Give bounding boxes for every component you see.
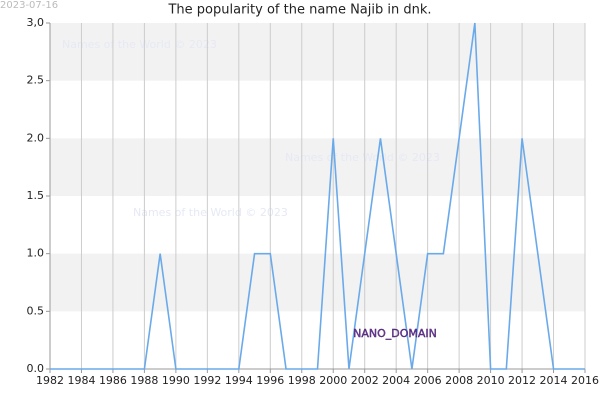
y-tick-label: 2.0 — [27, 131, 45, 144]
date-stamp: 2023-07-16 — [0, 0, 58, 11]
x-tick-label: 1986 — [99, 374, 127, 387]
x-tick-label: 2000 — [319, 374, 347, 387]
band — [50, 253, 585, 312]
plot-background — [50, 23, 585, 312]
watermark: Names of the World © 2023 — [285, 151, 440, 164]
x-tick-label: 2012 — [508, 374, 536, 387]
chart-title: The popularity of the name Najib in dnk. — [167, 3, 431, 18]
x-tick-label: 2006 — [414, 374, 442, 387]
x-tick-label: 1994 — [225, 374, 253, 387]
y-tick-label: 0.5 — [27, 304, 45, 317]
x-tick-label: 2004 — [382, 374, 410, 387]
x-tick-label: 1988 — [130, 374, 158, 387]
x-tick-label: 1998 — [288, 374, 316, 387]
x-tick-label: 1982 — [36, 374, 64, 387]
badge: NANO_DOMAIN — [353, 327, 437, 340]
y-tick-label: 2.5 — [27, 74, 45, 87]
x-tick-label: 2016 — [571, 374, 599, 387]
x-tick-label: 1992 — [193, 374, 221, 387]
band — [50, 23, 585, 81]
x-tick-label: 1990 — [162, 374, 190, 387]
x-tick-label: 1984 — [67, 374, 95, 387]
x-tick-label: 2002 — [351, 374, 379, 387]
x-tick-label: 1996 — [256, 374, 284, 387]
x-tick-label: 2014 — [540, 374, 568, 387]
y-tick-label: 1.0 — [27, 247, 45, 260]
y-tick-label: 1.5 — [27, 189, 45, 202]
y-tick-label: 0.0 — [27, 362, 45, 375]
y-tick-label: 3,0 — [27, 16, 45, 29]
x-tick-label: 2010 — [477, 374, 505, 387]
watermark: Names of the World © 2023 — [62, 38, 217, 51]
line — [50, 22, 585, 370]
watermark: Names of the World © 2023 — [133, 206, 288, 219]
x-tick-label: 2008 — [445, 374, 473, 387]
band — [50, 138, 585, 196]
